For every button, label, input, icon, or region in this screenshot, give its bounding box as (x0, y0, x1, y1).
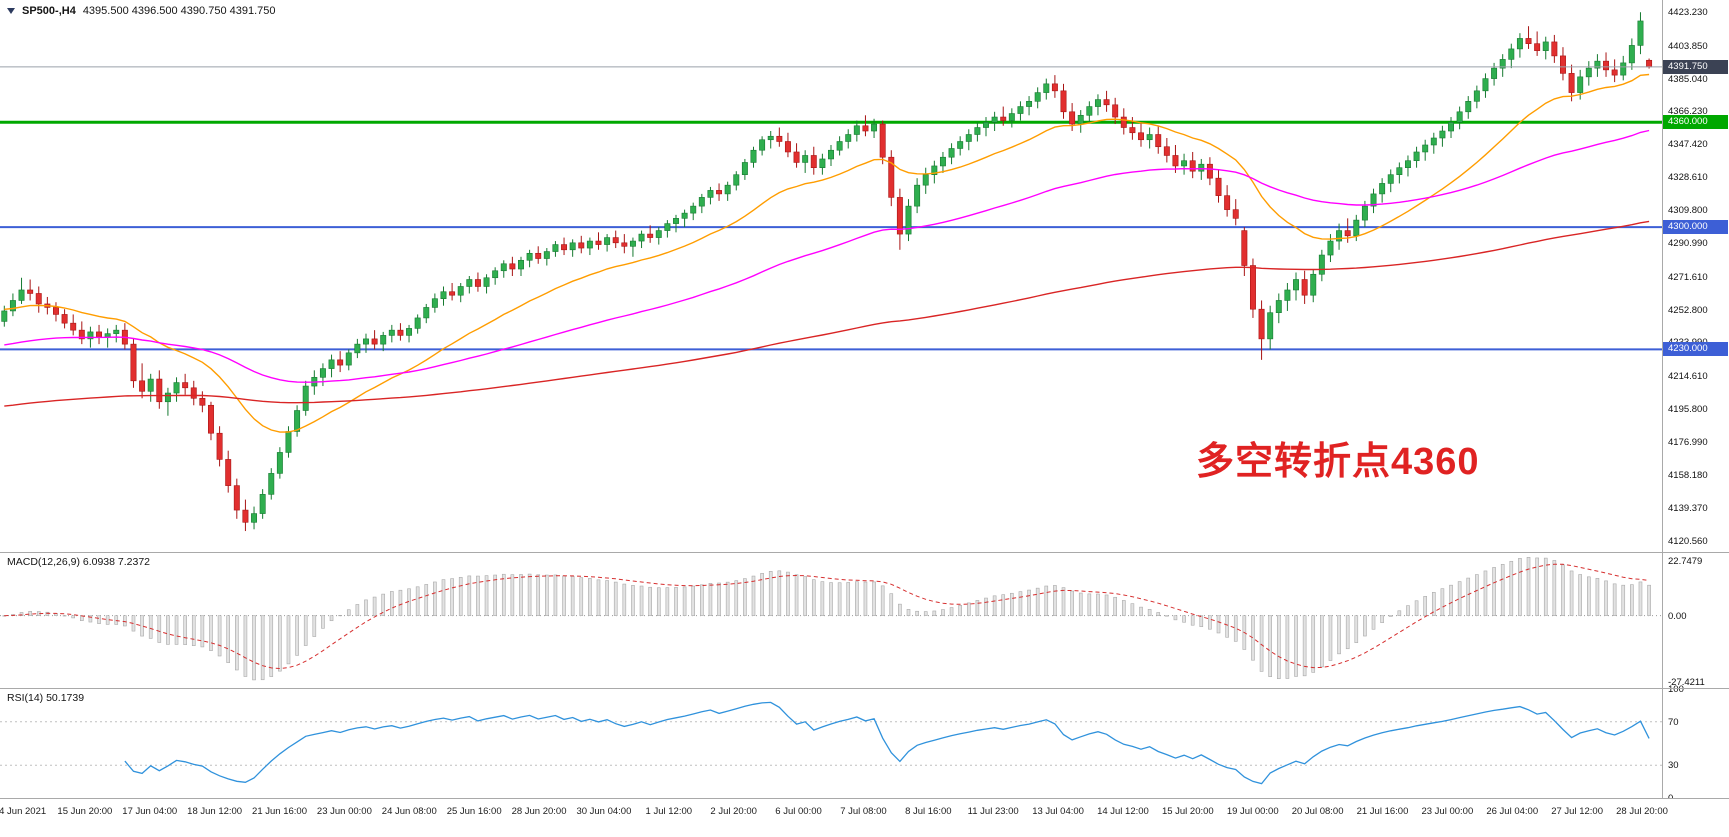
hline-price-tag: 4300.000 (1663, 220, 1728, 235)
price-axis-label: 4214.610 (1668, 371, 1708, 383)
price-axis-label: 4347.420 (1668, 139, 1708, 151)
macd-canvas[interactable] (0, 553, 1662, 688)
time-axis[interactable]: 14 Jun 2021 15 Jun 20:00 17 Jun 04:00 18 Ju… (0, 799, 1729, 837)
time-label: 11 Jul 23:00 (967, 806, 1019, 817)
time-label: 8 Jul 16:00 (905, 806, 952, 817)
time-label: 28 Jul 20:00 (1616, 806, 1668, 817)
price-chart-panel[interactable]: SP500-,H4 4395.500 4396.500 4390.750 439… (0, 0, 1662, 552)
time-label: 30 Jun 04:00 (576, 806, 632, 817)
price-axis-label: 4385.040 (1668, 73, 1708, 85)
price-axis-label: 4423.230 (1668, 6, 1708, 18)
time-label: 26 Jul 04:00 (1486, 806, 1539, 817)
time-label: 23 Jun 00:00 (316, 806, 372, 817)
time-label: 6 Jul 00:00 (775, 806, 822, 817)
price-axis-label: 4195.800 (1668, 404, 1708, 416)
time-label: 20 Jul 08:00 (1291, 806, 1344, 817)
time-label: 21 Jun 16:00 (252, 806, 307, 817)
rsi-canvas[interactable] (0, 689, 1662, 798)
time-label: 14 Jun 2021 (0, 806, 47, 817)
ohlc-values: 4395.500 4396.500 4390.750 4391.750 (82, 5, 276, 17)
rsi-indicator-panel[interactable]: RSI(14) 50.1739 (0, 689, 1662, 798)
time-label: 15 Jun 20:00 (57, 806, 113, 817)
macd-axis-label: -27.4211 (1668, 676, 1705, 688)
price-axis-label: 4403.850 (1668, 40, 1708, 52)
time-label: 15 Jul 20:00 (1161, 806, 1214, 817)
macd-header: MACD(12,26,9) 6.0938 7.2372 (7, 556, 151, 568)
price-axis-label: 4158.180 (1668, 469, 1708, 481)
rsi-axis-label: 30 (1668, 760, 1679, 772)
hline-price-tag: 4391.750 (1663, 59, 1728, 74)
price-axis-label: 4176.990 (1668, 436, 1708, 448)
macd-indicator-panel[interactable]: MACD(12,26,9) 6.0938 7.2372 (0, 553, 1662, 688)
price-axis-label: 4328.610 (1668, 172, 1708, 184)
chart-ohlc-readout: SP500-,H4 4395.500 4396.500 4390.750 439… (7, 5, 276, 17)
price-axis-label: 4271.610 (1668, 271, 1708, 283)
panel-divider-main-macd[interactable] (0, 552, 1729, 553)
time-label: 28 Jun 20:00 (511, 806, 567, 817)
time-label: 23 Jul 00:00 (1421, 806, 1474, 817)
time-label: 1 Jul 12:00 (645, 806, 693, 817)
symbol-dropdown-icon[interactable] (7, 8, 15, 14)
hline-price-tag: 4230.000 (1663, 342, 1728, 357)
time-label: 7 Jul 08:00 (840, 806, 887, 817)
symbol-timeframe-label: SP500-,H4 (22, 5, 76, 17)
panel-divider-rsi-time[interactable] (0, 798, 1729, 799)
price-axis-label: 4120.560 (1668, 535, 1708, 547)
price-axis-label: 4290.990 (1668, 237, 1708, 249)
price-axis-label: 4366.230 (1668, 106, 1708, 118)
time-label: 19 Jul 00:00 (1226, 806, 1279, 817)
rsi-axis-label: 100 (1668, 684, 1684, 695)
panel-divider-macd-rsi[interactable] (0, 688, 1729, 689)
time-label: 27 Jul 12:00 (1551, 806, 1603, 817)
axis-divider (1662, 0, 1663, 798)
time-label: 21 Jul 16:00 (1356, 806, 1409, 817)
time-label: 2 Jul 20:00 (710, 806, 757, 817)
hline-price-tag: 4360.000 (1663, 115, 1728, 130)
rsi-axis-label: 70 (1668, 716, 1679, 728)
candlestick-canvas[interactable] (0, 0, 1662, 552)
macd-axis-label: 22.7479 (1668, 555, 1703, 567)
price-axis-label: 4139.370 (1668, 502, 1708, 514)
time-label: 18 Jun 12:00 (187, 806, 243, 817)
annotation-text: 多空转折点4360 (1196, 441, 1480, 483)
time-label: 25 Jun 16:00 (446, 806, 502, 817)
price-axis-label: 4309.800 (1668, 204, 1708, 216)
time-label: 24 Jun 08:00 (381, 806, 437, 817)
price-axis-label: 4252.800 (1668, 304, 1708, 316)
price-axis[interactable]: 4423.230 4403.850 4385.040 4366.230 4347.420… (1662, 0, 1729, 804)
time-label: 13 Jul 04:00 (1032, 806, 1084, 817)
macd-axis-label: 0.00 (1668, 610, 1687, 622)
time-label: 17 Jun 04:00 (122, 806, 178, 817)
time-label: 14 Jul 12:00 (1097, 806, 1149, 817)
rsi-header: RSI(14) 50.1739 (7, 692, 85, 704)
